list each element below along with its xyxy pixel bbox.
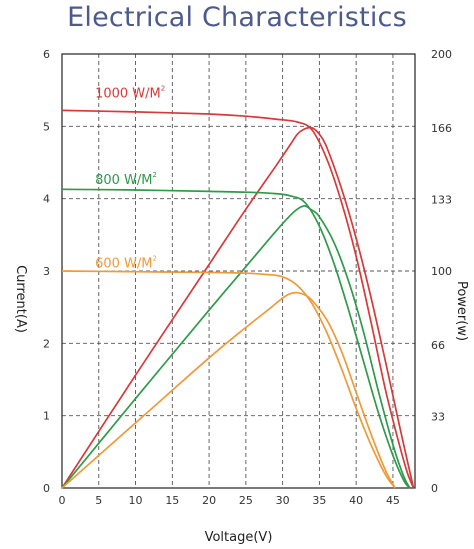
series-label-sup: 2 (161, 84, 165, 92)
y-right-tick-label: 200 (431, 48, 452, 61)
x-tick-label: 20 (202, 494, 216, 507)
x-axis-label: Voltage(V) (205, 530, 273, 545)
y-left-tick-label: 1 (43, 410, 50, 423)
series-label-1: 800 W/M2 (95, 171, 157, 188)
series-label-sup: 2 (153, 171, 157, 179)
x-tick-label: 25 (239, 494, 253, 507)
series-label-sup: 2 (153, 254, 157, 262)
y-axis-left-label: Current(A) (13, 265, 28, 333)
y-right-tick-label: 100 (431, 265, 452, 278)
series-line-power-1 (61, 126, 415, 489)
x-tick-label: 10 (129, 494, 143, 507)
y-right-tick-label: 66 (431, 339, 445, 352)
y-left-tick-label: 0 (43, 482, 50, 495)
x-tick-label: 45 (386, 494, 400, 507)
y-left-tick-label: 5 (43, 120, 50, 133)
x-tick-label: 40 (349, 494, 363, 507)
series-label-text: 800 W/M (95, 173, 152, 188)
series-line-current-4 (61, 270, 396, 489)
x-tick-label: 35 (312, 494, 326, 507)
series-label-0: 1000 W/M2 (95, 84, 165, 101)
y-left-tick-label: 6 (43, 48, 50, 61)
x-tick-label: 0 (59, 494, 66, 507)
series-line-power-3 (61, 205, 411, 489)
series-line-power-5 (61, 291, 396, 489)
series-group (61, 109, 415, 489)
series-label-text: 600 W/M (95, 256, 152, 271)
series-line-current-2 (61, 188, 411, 489)
y-left-tick-label: 3 (43, 265, 50, 278)
x-tick-label: 5 (95, 494, 102, 507)
y-left-tick-label: 2 (43, 337, 50, 350)
y-left-tick-label: 4 (43, 193, 50, 206)
series-line-current-0 (61, 109, 415, 489)
series-label-2: 600 W/M2 (95, 254, 157, 271)
tick-labels: 0 5 10 15 20 25 30 35 40 450123456033661001331662… (43, 48, 452, 507)
y-right-tick-label: 33 (431, 410, 445, 423)
y-axis-right-label: Power(w) (454, 281, 469, 341)
x-tick-label: 30 (276, 494, 290, 507)
y-right-tick-label: 133 (431, 193, 452, 206)
chart-title: Electrical Characteristics (67, 2, 407, 33)
series-label-text: 1000 W/M (95, 86, 161, 101)
y-right-tick-label: 0 (431, 482, 438, 495)
y-right-tick-label: 166 (431, 122, 452, 135)
x-tick-label: 15 (165, 494, 179, 507)
